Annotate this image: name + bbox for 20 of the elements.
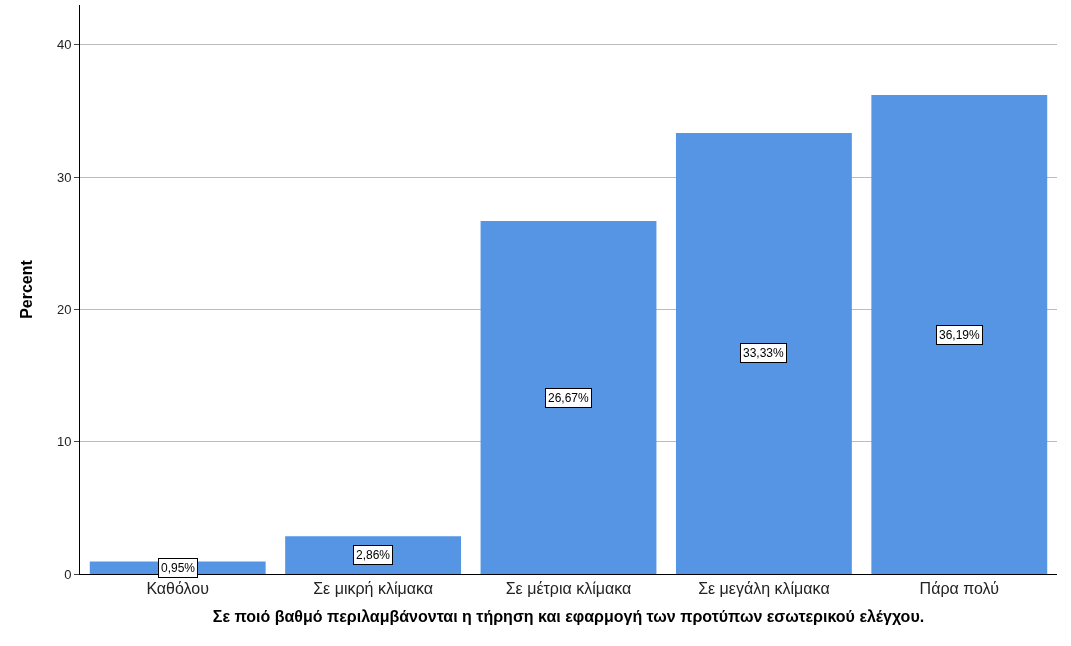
y-tick-label: 40 <box>56 37 72 53</box>
data-label: 2,86% <box>356 548 391 562</box>
bar <box>480 221 657 574</box>
x-tick-label: Σε μικρή κλίμακα <box>313 580 433 598</box>
x-axis-title: Σε ποιό βαθμό περιλαμβάνονται η τήρηση και εφαρμογή των προτύπων εσωτερικού ελέγχου. <box>212 607 925 625</box>
bar <box>871 95 1048 574</box>
data-label: 36,19% <box>939 328 981 342</box>
data-label: 33,33% <box>743 346 785 360</box>
x-tick-label: Καθόλου <box>146 580 210 598</box>
y-tick-label: 30 <box>56 169 72 185</box>
bar <box>675 132 852 574</box>
y-tick-label: 20 <box>56 301 72 317</box>
data-label: 26,67% <box>548 391 590 405</box>
data-label: 0,95% <box>161 561 196 575</box>
x-tick-label: Πάρα πολύ <box>919 580 999 598</box>
x-tick-label: Σε μέτρια κλίμακα <box>505 580 632 598</box>
x-tick-label: Σε μεγάλη κλίμακα <box>698 580 830 598</box>
y-axis-title: Percent <box>17 259 35 319</box>
y-tick-label: 10 <box>56 434 72 450</box>
y-tick-label: 0 <box>64 566 72 582</box>
